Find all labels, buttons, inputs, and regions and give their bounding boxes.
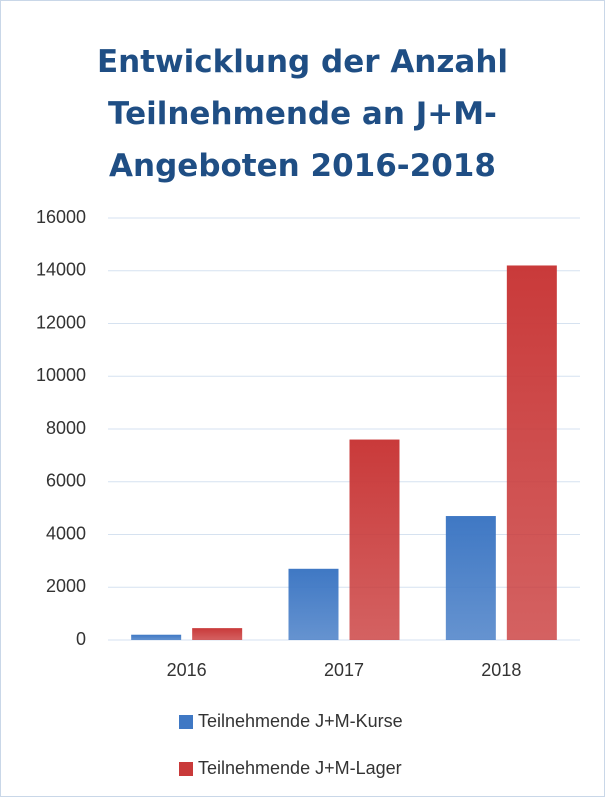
bar [288, 568, 339, 640]
chart-title: Entwicklung der Anzahl Teilnehmende an J… [96, 44, 509, 184]
x-tick-label: 2016 [167, 660, 207, 680]
y-tick-label: 0 [76, 629, 86, 649]
bar [445, 516, 496, 640]
bar [506, 265, 557, 640]
y-tick-label: 8000 [46, 418, 86, 438]
y-tick-label: 2000 [46, 576, 86, 596]
y-tick-label: 4000 [46, 523, 86, 543]
y-tick-label: 12000 [36, 312, 86, 332]
bar [349, 439, 400, 640]
y-tick-label: 16000 [36, 207, 86, 227]
legend-swatch [179, 715, 193, 729]
y-tick-label: 14000 [36, 260, 86, 280]
x-tick-label: 2017 [324, 660, 364, 680]
x-tick-label: 2018 [481, 660, 521, 680]
bar [192, 628, 243, 640]
legend-label: Teilnehmende J+M-Lager [198, 758, 402, 778]
bar [131, 634, 182, 640]
y-tick-label: 10000 [36, 365, 86, 385]
y-tick-label: 6000 [46, 471, 86, 491]
legend-label: Teilnehmende J+M-Kurse [198, 711, 403, 731]
legend-swatch [179, 762, 193, 776]
